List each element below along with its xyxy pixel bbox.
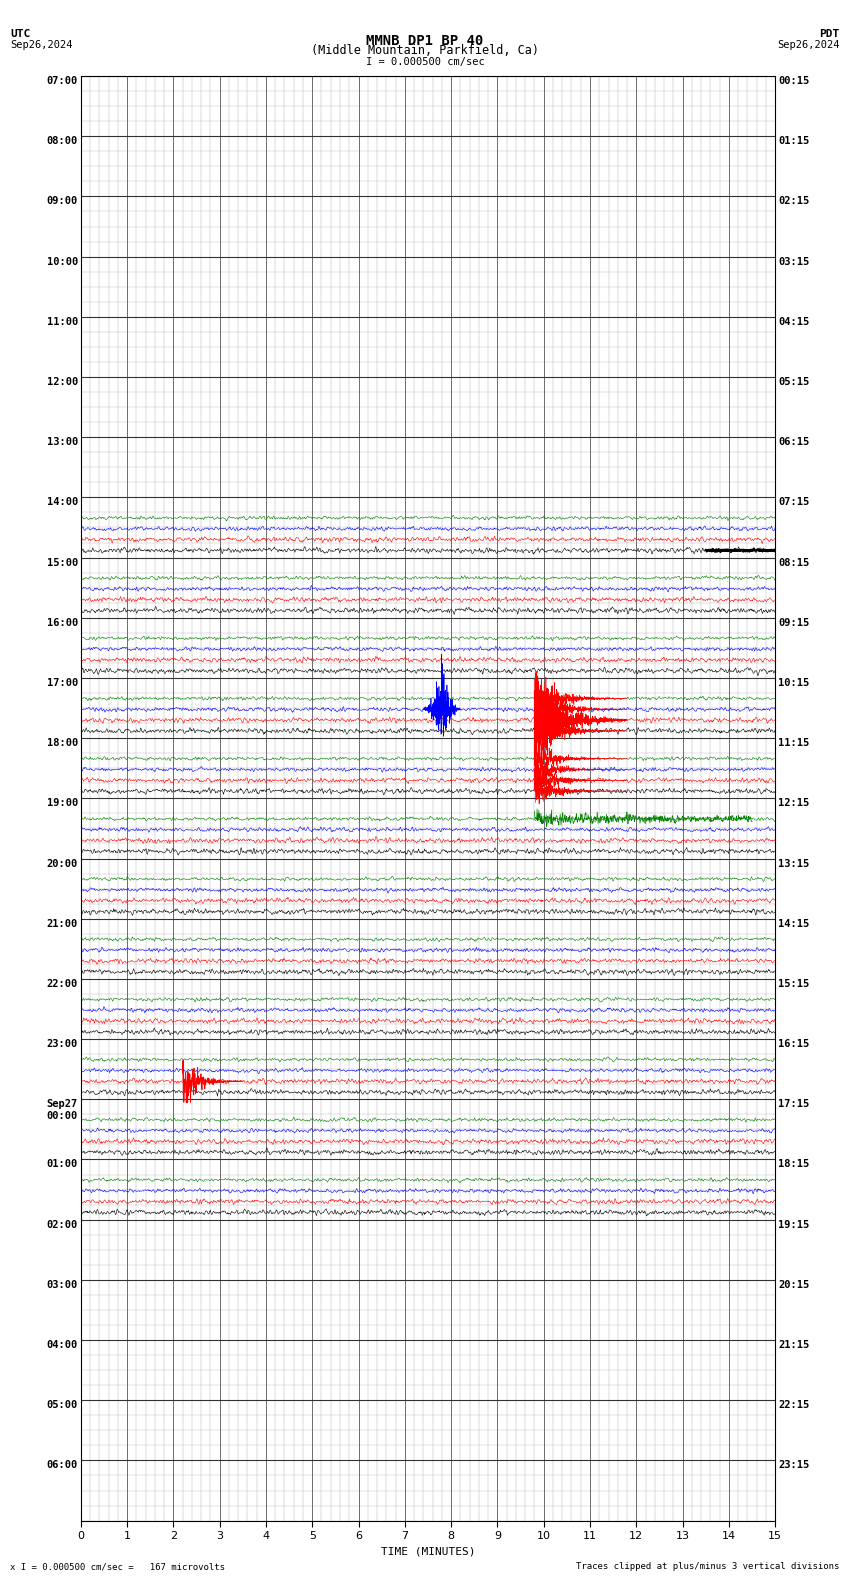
Text: 09:00: 09:00 [47,196,78,206]
Text: 00:15: 00:15 [778,76,809,86]
Text: 21:15: 21:15 [778,1340,809,1350]
Text: 01:15: 01:15 [778,136,809,146]
Text: 01:00: 01:00 [47,1159,78,1169]
Text: 15:00: 15:00 [47,558,78,567]
Text: PDT: PDT [819,29,840,38]
Text: 17:15: 17:15 [778,1099,809,1109]
Text: 10:15: 10:15 [778,678,809,687]
Text: 23:15: 23:15 [778,1460,809,1470]
Text: 07:00: 07:00 [47,76,78,86]
Text: I = 0.000500 cm/sec: I = 0.000500 cm/sec [366,57,484,67]
Text: 13:15: 13:15 [778,859,809,868]
Text: 13:00: 13:00 [47,437,78,447]
Text: (Middle Mountain, Parkfield, Ca): (Middle Mountain, Parkfield, Ca) [311,44,539,57]
Text: 12:15: 12:15 [778,798,809,808]
Text: 11:00: 11:00 [47,317,78,326]
Text: 04:15: 04:15 [778,317,809,326]
Text: 07:15: 07:15 [778,497,809,507]
Text: 05:00: 05:00 [47,1400,78,1410]
Text: 18:00: 18:00 [47,738,78,748]
Text: 14:00: 14:00 [47,497,78,507]
Text: 10:00: 10:00 [47,257,78,266]
Text: 22:00: 22:00 [47,979,78,988]
Text: 04:00: 04:00 [47,1340,78,1350]
Text: 20:15: 20:15 [778,1280,809,1289]
Text: 03:15: 03:15 [778,257,809,266]
Text: MMNB DP1 BP 40: MMNB DP1 BP 40 [366,33,484,48]
Text: 23:00: 23:00 [47,1039,78,1049]
Text: 22:15: 22:15 [778,1400,809,1410]
Text: 11:15: 11:15 [778,738,809,748]
Text: 12:00: 12:00 [47,377,78,386]
Text: 03:00: 03:00 [47,1280,78,1289]
Text: 20:00: 20:00 [47,859,78,868]
Text: 16:15: 16:15 [778,1039,809,1049]
X-axis label: TIME (MINUTES): TIME (MINUTES) [381,1546,475,1557]
Text: 18:15: 18:15 [778,1159,809,1169]
Text: 14:15: 14:15 [778,919,809,928]
Text: 19:00: 19:00 [47,798,78,808]
Text: 06:15: 06:15 [778,437,809,447]
Text: Sep26,2024: Sep26,2024 [777,40,840,49]
Text: x I = 0.000500 cm/sec =   167 microvolts: x I = 0.000500 cm/sec = 167 microvolts [10,1562,225,1571]
Text: 05:15: 05:15 [778,377,809,386]
Text: 08:15: 08:15 [778,558,809,567]
Text: 02:15: 02:15 [778,196,809,206]
Text: 19:15: 19:15 [778,1220,809,1229]
Text: Sep27
00:00: Sep27 00:00 [47,1099,78,1121]
Text: Traces clipped at plus/minus 3 vertical divisions: Traces clipped at plus/minus 3 vertical … [576,1562,840,1571]
Text: 16:00: 16:00 [47,618,78,627]
Text: 17:00: 17:00 [47,678,78,687]
Text: 21:00: 21:00 [47,919,78,928]
Text: 09:15: 09:15 [778,618,809,627]
Text: 08:00: 08:00 [47,136,78,146]
Text: UTC: UTC [10,29,31,38]
Text: 06:00: 06:00 [47,1460,78,1470]
Text: Sep26,2024: Sep26,2024 [10,40,73,49]
Text: 02:00: 02:00 [47,1220,78,1229]
Text: 15:15: 15:15 [778,979,809,988]
